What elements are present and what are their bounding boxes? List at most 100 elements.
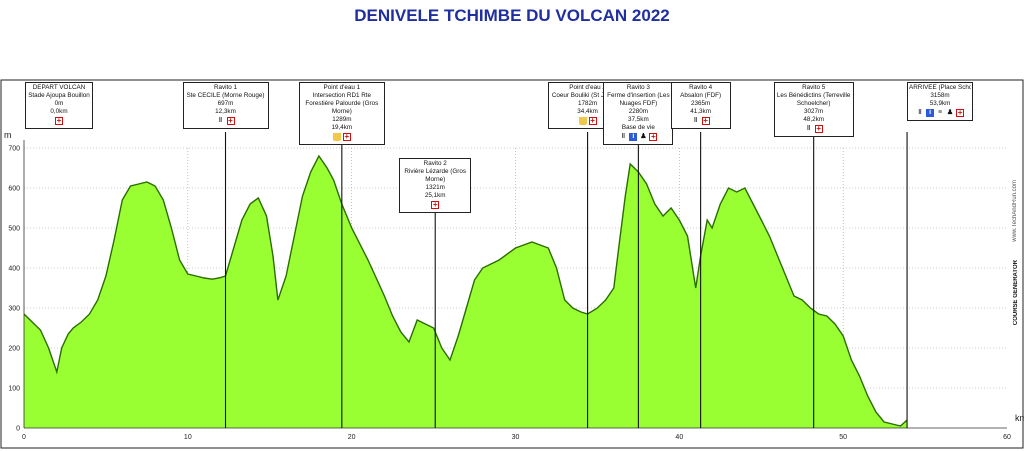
y-tick-label: 300: [8, 306, 20, 313]
station-altitude: 1289m: [332, 116, 352, 123]
station-box: Point d'eau 1 Intersection RD1 Rte Forest…: [298, 82, 385, 145]
y-tick-label: 500: [8, 226, 20, 233]
cup-icon: [578, 117, 587, 125]
area-layer: [23, 154, 908, 428]
cross-icon: +: [588, 117, 597, 125]
cross-icon: +: [55, 117, 63, 125]
axis-layer: 0 100 200 300 400 500 600 700 0 10 20 30 40 50 60 m km: [4, 130, 1024, 441]
station-name: Point d'eau 1: [323, 84, 361, 91]
station-name: Ravito 1: [213, 84, 238, 91]
station-icons: +: [401, 201, 469, 210]
bed-icon: ≡: [938, 109, 943, 116]
station-name: Ravito 2: [423, 160, 447, 167]
station-location: Absalon (FDF): [680, 92, 722, 99]
y-tick-label: 600: [8, 186, 20, 193]
station-box: Ravito 3 Ferme d'insertion (Les Nuages FD…: [603, 82, 674, 145]
station-name: Ravito 3: [626, 84, 650, 91]
station-altitude: 1321m: [425, 184, 445, 191]
station-box: Ravito 2 Rivière Lézarde (Gros Morne) 1321…: [399, 158, 472, 213]
station-icons: ‖ +: [776, 125, 852, 134]
station-altitude: 3158m: [930, 92, 950, 99]
info-icon: i: [926, 109, 935, 117]
station-icons: ‖ +: [673, 117, 729, 126]
station-distance: 34,4km: [577, 108, 598, 115]
y-tick-label: 700: [8, 146, 20, 153]
x-axis-unit: km: [1015, 413, 1024, 423]
cutlery-icon: ‖: [918, 109, 922, 116]
station-name: ARRIVEE (Place Schoelcher): [909, 84, 972, 91]
station-distance: 0,0km: [50, 108, 68, 115]
station-icons: +: [550, 117, 626, 126]
station-distance: 41,3km: [690, 108, 711, 115]
station-location: Ste CECILE (Morne Rouge): [186, 92, 265, 99]
y-axis-unit: m: [4, 130, 12, 140]
x-tick-label: 10: [184, 434, 192, 441]
cutlery-icon: ‖: [218, 117, 223, 124]
x-tick-label: 40: [675, 434, 683, 441]
station-altitude: 3027m: [804, 108, 824, 115]
y-tick-label: 200: [8, 346, 20, 353]
station-location: Ferme d'insertion (Les Nuages FDF): [607, 92, 670, 107]
y-tick-label: 100: [8, 386, 20, 393]
station-location: Stade Ajoupa Bouillon: [28, 92, 90, 99]
cutlery-icon: ‖: [806, 125, 811, 132]
elevation-line: [23, 154, 908, 427]
station-distance: 48,2km: [803, 116, 824, 123]
station-altitude: 2280m: [628, 108, 648, 115]
station-note: Base de vie: [621, 124, 655, 131]
cross-icon: +: [226, 117, 235, 125]
shower-icon: ♟: [946, 109, 954, 116]
station-location: Les Bénédictins (Terreville Schoelcher): [776, 92, 851, 107]
info-icon: i: [629, 133, 638, 141]
station-altitude: 697m: [217, 100, 234, 107]
y-tick-label: 400: [8, 266, 20, 273]
x-tick-label: 20: [348, 434, 356, 441]
station-icons: +: [27, 117, 91, 126]
station-icons: ‖ i ≡ ♟ +: [909, 109, 971, 118]
chart-title: DENIVELE TCHIMBE DU VOLCAN 2022: [354, 6, 670, 25]
station-altitude: 1782m: [577, 100, 598, 107]
station-location: Rivière Lézarde (Gros Morne): [404, 168, 467, 183]
generator-text: COURSE GENERATOR: [1013, 260, 1019, 326]
station-name: Point d'eau 2: [569, 84, 606, 91]
credit-text: www.TechAndRun.com: [1012, 180, 1018, 242]
station-altitude: 2365m: [690, 100, 711, 107]
station-name: Ravito 5: [802, 84, 826, 91]
elevation-area: [24, 156, 908, 428]
x-tick-label: 0: [22, 434, 26, 441]
station-location: Intersection RD1 Rte Forestière Palourde…: [305, 92, 379, 115]
station-name: DEPART VOLCAN: [32, 84, 86, 91]
x-tick-label: 30: [512, 434, 520, 441]
station-distance: 37,5km: [628, 116, 649, 123]
station-distance: 12,3km: [215, 108, 236, 115]
station-box: DEPART VOLCAN Stade Ajoupa Bouillon 0m 0,0k…: [25, 82, 93, 129]
station-box: Ravito 1 Ste CECILE (Morne Rouge) 697m 12,3…: [182, 82, 269, 129]
station-name: Ravito 4: [689, 84, 713, 91]
x-tick-label: 50: [839, 434, 847, 441]
cup-icon: [332, 133, 341, 141]
station-icons: ‖ +: [185, 117, 267, 126]
shower-icon: ♟: [640, 133, 647, 140]
y-tick-label: 0: [16, 426, 20, 433]
station-box: Ravito 5 Les Bénédictins (Terreville Scho…: [773, 82, 854, 137]
station-altitude: 0m: [54, 100, 64, 107]
station-icons: +: [301, 133, 383, 142]
cross-icon: +: [342, 133, 351, 141]
cross-icon: +: [649, 133, 658, 141]
station-location: Coeur Bouliki (St Joseph): [551, 92, 624, 99]
cutlery-icon: ‖: [621, 133, 626, 140]
station-distance: 53,9km: [929, 100, 951, 107]
station-distance: 19,4km: [331, 124, 353, 131]
x-tick-label: 60: [1003, 434, 1011, 441]
station-icons: ‖ i ♟ +: [605, 133, 671, 142]
cutlery-icon: ‖: [693, 117, 698, 124]
station-box: Ravito 4 Absalon (FDF) 2365m 41,3km ‖ +: [670, 82, 731, 129]
cross-icon: +: [431, 201, 440, 209]
cross-icon: +: [956, 109, 965, 117]
station-lines: [224, 132, 908, 428]
station-distance: 25,1km: [424, 192, 446, 199]
cross-icon: +: [701, 117, 710, 125]
cross-icon: +: [814, 125, 823, 133]
